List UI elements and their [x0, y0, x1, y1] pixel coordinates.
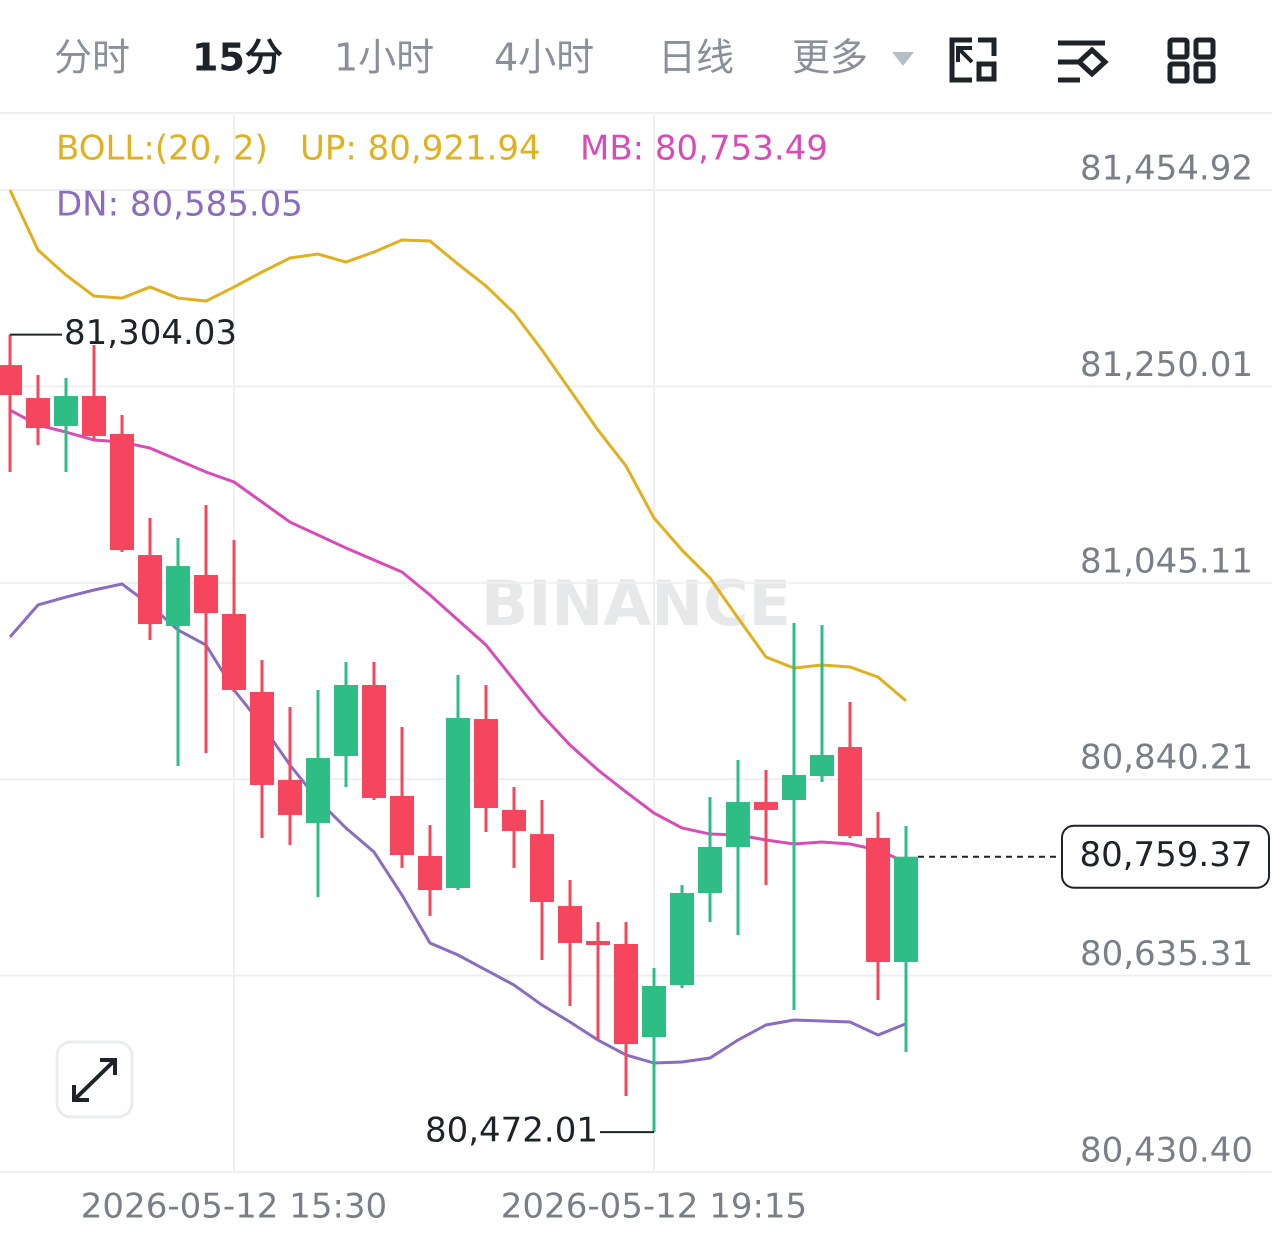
high-label: 81,304.03 [64, 313, 237, 353]
candle-body [418, 855, 442, 891]
tab[interactable]: 1小时 [334, 36, 434, 80]
candle-body [446, 717, 470, 889]
legend-entry: DN: 80,585.05 [56, 185, 303, 225]
candle-body [110, 433, 134, 551]
dropdown-arrow[interactable] [892, 52, 914, 66]
last-price-tag [1061, 824, 1270, 889]
candle-body [866, 837, 890, 962]
x-tick-label: 2026-05-12 19:15 [501, 1187, 807, 1227]
candle-body [782, 775, 806, 801]
candle-body [138, 555, 162, 625]
y-tick-label: 81,250.01 [1080, 345, 1253, 385]
candle-body [362, 685, 386, 799]
toolbar-icon[interactable] [1167, 37, 1216, 84]
candle-body [222, 613, 246, 690]
plot [0, 115, 1272, 1173]
candle-body [26, 398, 50, 429]
candle-body [194, 574, 218, 614]
y-tick-label: 80,635.31 [1080, 934, 1253, 974]
tab[interactable]: 更多 [792, 36, 868, 80]
tab[interactable]: 4小时 [494, 36, 594, 80]
candle-body [530, 834, 554, 902]
candle-body [670, 892, 694, 986]
candle-body [166, 566, 190, 627]
expand-button[interactable] [55, 1040, 134, 1119]
candle-body [306, 758, 330, 824]
candle-body [642, 985, 666, 1038]
legend-entry: MB: 80,753.49 [580, 129, 828, 169]
candle-body [810, 754, 834, 777]
candle-body [54, 396, 78, 427]
timeframe-tabs: 分时 15分 1小时 4小时 日线 更多 [54, 36, 914, 80]
x-tick-label: 2026-05-12 15:30 [81, 1187, 387, 1227]
candle-body [586, 941, 610, 946]
tab[interactable]: 分时 [54, 36, 130, 80]
toolbar-icon[interactable] [949, 37, 997, 83]
indicator-name: BOLL:(20, 2) [56, 129, 268, 169]
candle-body [334, 685, 358, 757]
last-price-label: 80,759.37 [1079, 835, 1252, 875]
candle-body [0, 365, 22, 396]
candle-body [278, 779, 302, 815]
candle-body [502, 809, 526, 831]
toolbar-icon[interactable] [1058, 40, 1109, 83]
y-tick-label: 81,045.11 [1080, 541, 1253, 581]
candle-body [726, 802, 750, 847]
boll-line [9, 408, 907, 864]
tab-selected[interactable]: 15分 [192, 36, 283, 80]
candle-body [614, 943, 638, 1045]
y-tick-label: 81,454.92 [1080, 149, 1253, 189]
candle-body [754, 802, 778, 810]
legend-entry: UP: 80,921.94 [300, 129, 541, 169]
candle-body [250, 691, 274, 785]
y-tick-label: 80,430.40 [1080, 1131, 1253, 1171]
tab[interactable]: 日线 [658, 36, 734, 80]
candle-body [698, 846, 722, 893]
y-tick-label: 80,840.21 [1080, 738, 1253, 778]
candle-body [558, 906, 582, 944]
low-label: 80,472.01 [425, 1111, 598, 1151]
candle-body [474, 719, 498, 808]
candle-body [390, 795, 414, 856]
candle-body [894, 856, 918, 962]
candle-body [82, 396, 106, 436]
watermark: BINANCE [481, 567, 791, 640]
boll-line [8, 189, 907, 703]
candle-body [838, 747, 862, 837]
